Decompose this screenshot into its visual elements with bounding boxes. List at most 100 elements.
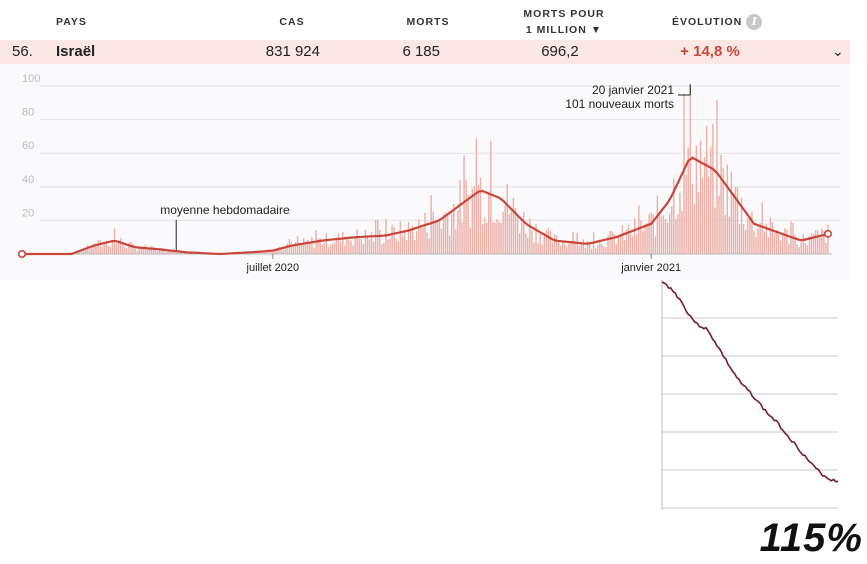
daily-bar (496, 219, 498, 254)
daily-bar (327, 247, 330, 254)
column-header-evolution[interactable]: ÉVOLUTION i (672, 14, 763, 31)
daily-bar (420, 227, 422, 254)
daily-bar (335, 237, 338, 254)
daily-bar (666, 222, 669, 254)
daily-bar (510, 210, 513, 254)
mini-line-series (661, 281, 839, 483)
chevron-down-icon[interactable]: ⌄ (832, 43, 844, 59)
daily-bar (148, 248, 151, 254)
daily-bar (413, 240, 416, 254)
info-icon[interactable]: i (746, 14, 763, 31)
table-row[interactable]: 56. Israël 831 924 6 185 696,2 + 14,8 % … (0, 40, 850, 64)
daily-bar (800, 239, 802, 254)
daily-bar (321, 244, 323, 254)
daily-bar (280, 248, 282, 254)
daily-bar (673, 178, 675, 254)
daily-bar (87, 244, 89, 254)
daily-bar (434, 220, 437, 254)
daily-bar (128, 242, 130, 254)
daily-bar (584, 247, 587, 254)
daily-bar (360, 238, 362, 254)
daily-bar (82, 248, 85, 254)
daily-bar (366, 235, 369, 254)
column-header-pays[interactable]: PAYS (56, 16, 87, 28)
column-header-morts-pour-million[interactable]: MORTS POUR 1 MILLION ▼ (510, 6, 618, 38)
daily-bar (617, 236, 619, 254)
daily-bar (648, 214, 650, 254)
daily-bar (251, 252, 254, 254)
daily-bar (570, 241, 572, 254)
daily-bar (107, 245, 110, 254)
daily-bar (623, 239, 626, 254)
daily-bar (578, 246, 580, 254)
daily-bar (167, 251, 169, 254)
daily-bar (405, 240, 408, 254)
daily-bar (625, 229, 628, 254)
daily-bar (85, 249, 87, 254)
column-header-evolution-label: ÉVOLUTION (672, 16, 743, 28)
daily-bar (810, 233, 813, 254)
daily-bar (582, 239, 585, 254)
daily-bar (695, 145, 698, 254)
daily-bar (658, 214, 661, 254)
column-header-morts-pour-line1: MORTS POUR (523, 8, 605, 20)
daily-bar (724, 215, 726, 254)
daily-bar (627, 225, 630, 254)
y-tick-label: 80 (22, 107, 34, 119)
daily-bar (473, 186, 476, 254)
daily-bar (111, 242, 114, 254)
daily-bar (492, 221, 494, 254)
daily-bar (562, 240, 564, 254)
daily-bar (126, 248, 128, 254)
daily-bar (788, 244, 790, 254)
daily-bar (816, 230, 819, 254)
daily-bar (432, 211, 434, 254)
daily-bar (177, 252, 179, 254)
daily-bar (668, 213, 671, 254)
daily-bar (140, 248, 142, 254)
daily-bar (547, 228, 550, 254)
daily-bar (636, 234, 638, 254)
column-header-cas[interactable]: CAS (279, 16, 305, 28)
daily-bar (823, 230, 825, 254)
daily-bar (520, 222, 523, 254)
daily-bar (436, 222, 439, 254)
daily-bar (782, 233, 784, 254)
column-header-morts[interactable]: MORTS (406, 16, 450, 28)
daily-bar (588, 241, 591, 254)
daily-bar (535, 223, 537, 254)
peak-annotation-date: 20 janvier 2021 (592, 83, 674, 97)
daily-bar (531, 230, 533, 254)
daily-bar (97, 240, 99, 254)
daily-bar (518, 233, 521, 254)
daily-bar (265, 251, 268, 254)
daily-bar (802, 234, 805, 254)
daily-bar (722, 168, 724, 254)
daily-bar (697, 192, 700, 254)
daily-bar (716, 99, 718, 254)
peak-annotation-value: 101 nouveaux morts (565, 97, 674, 111)
daily-bar (812, 233, 815, 254)
daily-bar (444, 212, 447, 254)
daily-bar (710, 146, 712, 254)
daily-bar (142, 246, 145, 254)
daily-bar (117, 241, 120, 254)
daily-bar (294, 242, 297, 254)
daily-bar (607, 235, 609, 254)
row-deaths-per-million: 696,2 (541, 43, 579, 60)
daily-bar (596, 245, 599, 254)
daily-bar (642, 231, 644, 254)
daily-bar (679, 192, 681, 254)
percentage-label: 115% (759, 516, 863, 560)
daily-bar (553, 234, 556, 254)
daily-bar (675, 218, 677, 254)
daily-bar (681, 211, 683, 254)
daily-bar (387, 239, 389, 254)
row-deaths: 6 185 (402, 43, 440, 60)
daily-bar (109, 247, 112, 254)
daily-bar (339, 241, 342, 254)
daily-bar (564, 243, 566, 254)
daily-bar (346, 238, 348, 254)
daily-bar (699, 140, 702, 254)
daily-bar (333, 242, 336, 254)
